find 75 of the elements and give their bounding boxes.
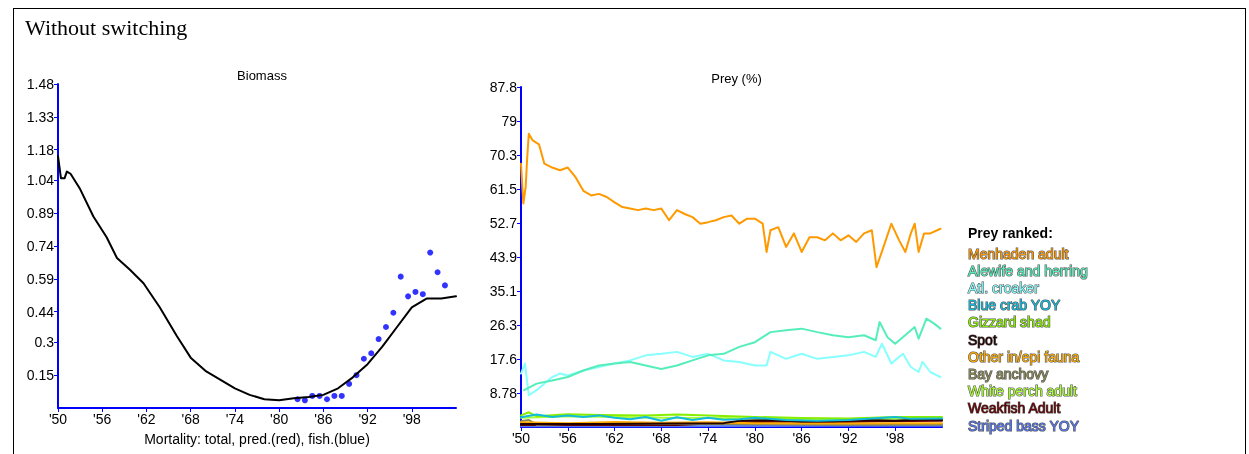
- text: Other in/epi fauna: [968, 348, 1080, 365]
- line-series: [523, 317, 942, 392]
- y-tick-label: 61.5: [489, 180, 518, 197]
- text: White perch adult: [968, 383, 1078, 400]
- x-tick-label: '98: [886, 430, 905, 446]
- x-tick-label: '86: [792, 430, 811, 446]
- y-tick-label: 8.78: [489, 385, 518, 401]
- x-tick-label: '50: [48, 411, 68, 427]
- point: [301, 397, 308, 404]
- text: Without switching: [25, 14, 188, 40]
- text: Blue crab YOY: [968, 297, 1062, 314]
- x-tick-label: '50: [511, 430, 531, 446]
- point: [382, 324, 389, 330]
- x-tick-label: '80: [745, 430, 765, 446]
- y-tick-label: 87.8: [489, 79, 518, 95]
- text: Bay anchovy: [968, 366, 1049, 382]
- x-tick-label: '74: [225, 411, 245, 427]
- text: Gizzard shad: [968, 314, 1051, 331]
- y-tick-label: 0.44: [26, 303, 55, 320]
- line-series: [57, 155, 457, 402]
- y-tick-label: 0.89: [26, 205, 55, 222]
- x-tick-label: '56: [558, 430, 578, 446]
- point: [405, 293, 412, 300]
- text: Atl. croaker: [968, 280, 1040, 296]
- y-tick-label: 17.6: [489, 350, 518, 367]
- legend-title: Prey ranked:: [968, 225, 1053, 241]
- x-axis-title: Mortality: total, pred.(red), fish.(blue): [144, 431, 370, 447]
- y-tick-label: 52.7: [489, 214, 518, 231]
- point: [324, 396, 331, 403]
- y-tick-label: 26.3: [489, 317, 518, 334]
- y-tick-label: 0.59: [26, 270, 55, 287]
- x-tick-label: '74: [698, 430, 718, 446]
- series-label: Striped bass YOY: [968, 417, 1080, 434]
- chart-title: Prey (%): [711, 71, 762, 86]
- text: Spot: [968, 331, 997, 348]
- x-tick-label: '62: [137, 411, 156, 427]
- y-tick-label: 1.48: [26, 76, 55, 92]
- y-tick-label: 0.74: [26, 238, 55, 254]
- point: [338, 392, 345, 399]
- x-tick-label: '92: [839, 430, 858, 446]
- point: [427, 249, 434, 256]
- point: [331, 392, 338, 399]
- point: [412, 288, 419, 295]
- x-tick-label: '68: [181, 411, 200, 427]
- x-tick-label: '92: [358, 411, 377, 427]
- y-tick-label: 70.3: [489, 146, 518, 163]
- y-tick-label: 0.3: [34, 334, 55, 351]
- series-label: Weakfish Adult: [968, 400, 1061, 417]
- text: Alewife and herring: [968, 262, 1088, 279]
- y-tick-label: 43.9: [489, 249, 518, 265]
- x-tick-label: '98: [402, 411, 422, 427]
- point: [368, 350, 375, 357]
- y-tick-label: 79: [501, 113, 518, 130]
- y-tick-label: 1.04: [26, 172, 55, 189]
- point: [360, 355, 367, 362]
- text: Menhaden adult: [968, 245, 1069, 262]
- x-tick-label: '62: [605, 430, 624, 446]
- x-tick-label: '80: [269, 411, 289, 427]
- y-tick-label: 1.18: [26, 141, 55, 158]
- point: [419, 291, 426, 298]
- line-series: [520, 132, 942, 269]
- y-tick-label: 1.33: [26, 108, 55, 125]
- point: [397, 273, 404, 280]
- x-tick-label: '56: [93, 411, 112, 427]
- point: [390, 309, 397, 316]
- x-tick-label: '68: [652, 430, 671, 446]
- point: [346, 380, 353, 387]
- chart-title: Biomass: [237, 68, 288, 83]
- y-tick-label: 0.15: [26, 367, 55, 384]
- y-tick-label: 35.1: [489, 283, 518, 300]
- x-tick-label: '86: [314, 411, 333, 427]
- line-series: [520, 342, 942, 397]
- point: [375, 336, 382, 343]
- point: [434, 269, 441, 276]
- point: [441, 282, 448, 289]
